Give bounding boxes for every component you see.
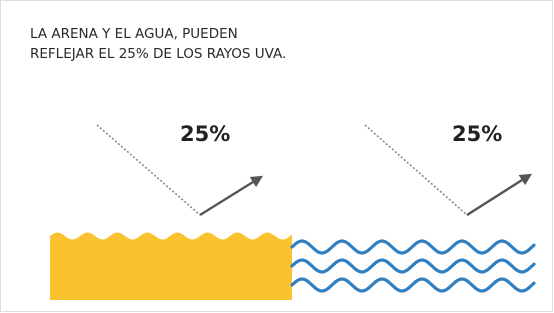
percent-label: 25% (180, 122, 230, 146)
page: LA ARENA Y EL AGUA, PUEDEN REFLEJAR EL 2… (0, 0, 554, 313)
title-line: REFLEJAR EL 25% DE LOS RAYOS UVA. (30, 46, 286, 62)
title-line: LA ARENA Y EL AGUA, PUEDEN (30, 26, 238, 42)
infographic: LA ARENA Y EL AGUA, PUEDEN REFLEJAR EL 2… (0, 0, 554, 313)
percent-label: 25% (452, 122, 502, 146)
sand (50, 233, 292, 300)
